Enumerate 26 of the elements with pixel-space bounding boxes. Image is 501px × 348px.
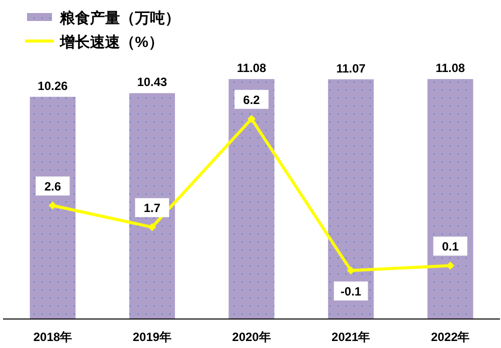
data-label: 11.08 <box>436 61 466 76</box>
data-label: 1.7 <box>144 201 161 216</box>
bar <box>427 79 474 319</box>
data-label: 10.43 <box>137 75 168 90</box>
bar <box>30 96 76 319</box>
data-label: 10.26 <box>38 78 68 93</box>
x-tick-label: 2020年 <box>232 330 271 344</box>
data-label: 11.07 <box>336 61 366 76</box>
x-tick-label: 2022年 <box>430 330 470 344</box>
data-label: 6.2 <box>243 92 260 107</box>
data-label: 11.08 <box>236 61 267 76</box>
x-tick-label: 2019年 <box>132 330 172 344</box>
bar <box>129 93 175 319</box>
x-tick-label: 2021年 <box>332 330 370 344</box>
bar <box>328 79 374 319</box>
bar <box>228 79 274 319</box>
point <box>346 266 355 274</box>
data-label: 2.6 <box>44 179 62 194</box>
point <box>148 223 156 232</box>
legend-label: 增长速速（%） <box>59 34 164 51</box>
data-label: 0.1 <box>442 240 459 254</box>
point <box>48 201 57 210</box>
x-tick-label: 2018年 <box>33 330 72 344</box>
data-label: -0.1 <box>340 284 362 298</box>
legend-label: 粮食产量（万吨） <box>59 10 180 27</box>
point <box>248 114 256 123</box>
